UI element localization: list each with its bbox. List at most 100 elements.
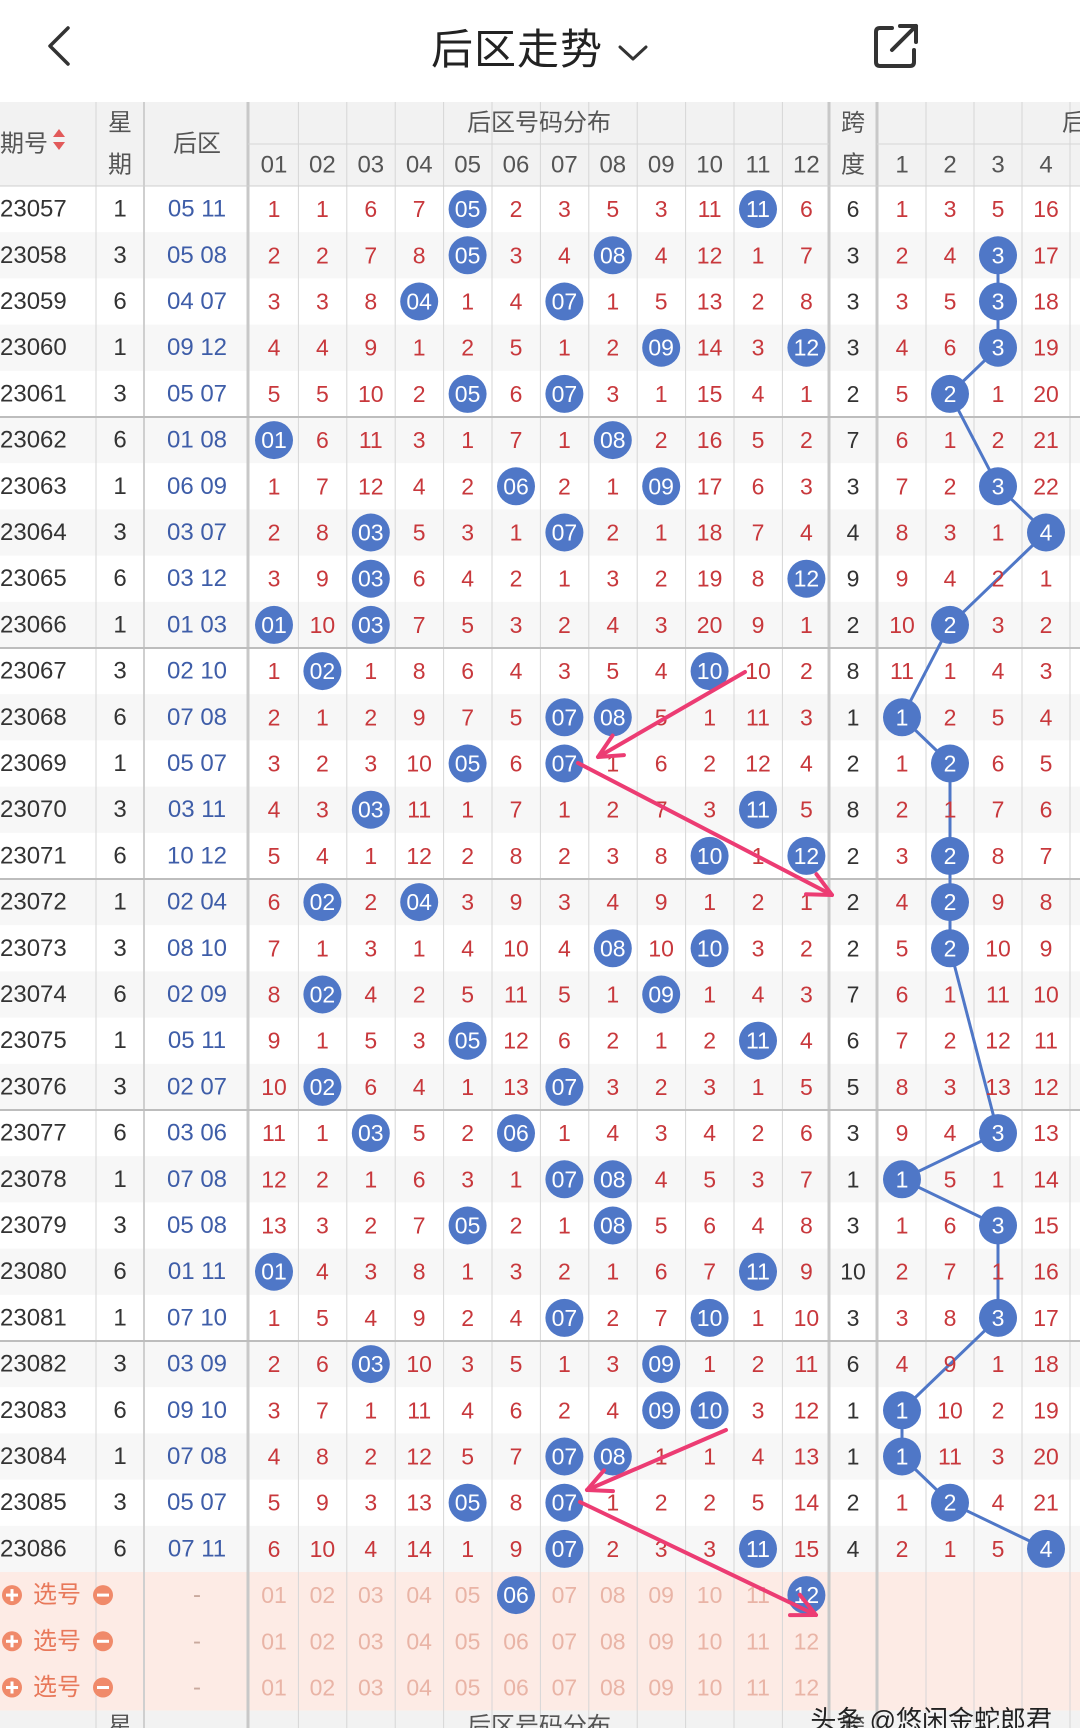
omission-count: 3 xyxy=(461,520,474,546)
drawn-number: 09 xyxy=(648,982,674,1008)
selectable-number[interactable]: 09 xyxy=(648,1582,674,1608)
selectable-number[interactable]: 02 xyxy=(310,1582,336,1608)
selectable-number[interactable]: 03 xyxy=(358,1628,384,1654)
omission-count: 10 xyxy=(406,751,432,777)
sort-up-icon[interactable] xyxy=(53,129,65,137)
omission-count: 4 xyxy=(752,1213,765,1239)
extra-ball xyxy=(931,1483,969,1522)
omission-count: 2 xyxy=(268,1351,281,1377)
omission-count: 4 xyxy=(316,843,329,869)
selectable-number[interactable]: 10 xyxy=(697,1628,723,1654)
selectable-number[interactable]: 01 xyxy=(261,1628,287,1654)
extra-value: 21 xyxy=(1033,1490,1059,1516)
back-area-cell: 02 07 xyxy=(167,1073,227,1100)
omission-count: 4 xyxy=(364,1305,377,1331)
drawn-number: 08 xyxy=(600,1213,626,1239)
omission-count: 6 xyxy=(364,196,377,222)
selectable-number[interactable]: 09 xyxy=(648,1675,674,1701)
drawn-number: 02 xyxy=(310,889,336,915)
selectable-number[interactable]: 07 xyxy=(552,1628,578,1654)
selectable-number[interactable]: 02 xyxy=(310,1675,336,1701)
back-area-cell: 01 03 xyxy=(167,611,227,638)
selectable-number[interactable]: 11 xyxy=(746,1675,770,1701)
drawn-number-ball xyxy=(351,559,390,598)
omission-count: 4 xyxy=(800,751,813,777)
selectable-number[interactable]: 01 xyxy=(261,1582,287,1608)
selectable-number[interactable]: 02 xyxy=(310,1628,336,1654)
drawn-number-ball xyxy=(448,1206,487,1245)
sort-down-icon[interactable] xyxy=(53,142,65,150)
drawn-number: 07 xyxy=(552,704,578,730)
omission-count: 4 xyxy=(364,1536,377,1562)
extra-value: 1 xyxy=(992,520,1005,546)
extra-value: 2 xyxy=(944,1490,957,1516)
omission-count: 1 xyxy=(558,427,571,453)
week-cell: 6 xyxy=(113,1258,126,1285)
drawn-number: 10 xyxy=(697,1397,723,1423)
span-cell: 7 xyxy=(847,982,860,1008)
drawn-number-ball xyxy=(690,929,729,968)
selectable-number[interactable]: 01 xyxy=(261,1675,287,1701)
drawn-number: 08 xyxy=(600,1444,626,1470)
selectable-number[interactable]: 07 xyxy=(552,1675,578,1701)
selectable-number[interactable]: 07 xyxy=(552,1582,578,1608)
selectable-number[interactable]: 04 xyxy=(406,1675,432,1701)
selectable-number[interactable]: 04 xyxy=(406,1628,432,1654)
drawn-number: 12 xyxy=(794,566,820,592)
drawn-number-ball xyxy=(739,1021,777,1060)
selectable-number[interactable]: 10 xyxy=(697,1582,723,1608)
drawn-number: 01 xyxy=(261,612,287,638)
selected-number-ball[interactable] xyxy=(497,1576,535,1615)
period-cell: 23067 xyxy=(0,658,67,685)
header-dist-col: 03 xyxy=(357,152,384,179)
omission-count: 2 xyxy=(510,196,523,222)
selectable-number[interactable]: 10 xyxy=(697,1675,723,1701)
selectable-number[interactable]: 08 xyxy=(600,1675,626,1701)
extra-value: 20 xyxy=(1033,1444,1059,1470)
page-title-dropdown[interactable]: 后区走势 xyxy=(0,16,1080,77)
omission-count: 3 xyxy=(268,289,281,315)
selectable-number[interactable]: 12 xyxy=(794,1675,820,1701)
back-area-cell: 07 08 xyxy=(167,704,227,731)
omission-count: 6 xyxy=(268,889,281,915)
selectable-number[interactable]: 05 xyxy=(455,1628,481,1654)
drawn-number-ball xyxy=(642,328,681,367)
selectable-number[interactable]: 11 xyxy=(746,1628,770,1654)
omission-count: 1 xyxy=(316,935,329,961)
header-extra-col: 4 xyxy=(1039,152,1052,179)
selected-number[interactable]: 06 xyxy=(503,1582,529,1608)
chevron-left-icon[interactable] xyxy=(40,22,80,70)
selectable-number[interactable]: 03 xyxy=(358,1582,384,1608)
omission-count: 5 xyxy=(800,797,813,823)
period-cell: 23081 xyxy=(0,1304,67,1331)
selectable-number[interactable]: 05 xyxy=(455,1582,481,1608)
span-cell: 6 xyxy=(847,1351,860,1377)
selectable-number[interactable]: 04 xyxy=(406,1582,432,1608)
selectable-number[interactable]: 05 xyxy=(455,1675,481,1701)
selectable-number[interactable]: 09 xyxy=(648,1628,674,1654)
drawn-number-ball xyxy=(593,1206,632,1245)
extra-value: 1 xyxy=(992,1351,1005,1377)
selectable-number[interactable]: 08 xyxy=(600,1582,626,1608)
annotation-arrow xyxy=(578,1500,818,1618)
back-area-cell: 09 12 xyxy=(167,334,227,361)
omission-count: 7 xyxy=(316,1397,329,1423)
selectable-number[interactable]: 06 xyxy=(503,1675,529,1701)
drawn-number-ball xyxy=(448,236,487,275)
week-cell: 6 xyxy=(113,288,126,315)
omission-count: 17 xyxy=(697,473,723,499)
drawn-number: 07 xyxy=(552,289,578,315)
omission-count: 8 xyxy=(800,289,813,315)
header-extra-col: 2 xyxy=(943,152,956,179)
drawn-number: 07 xyxy=(552,751,578,777)
header-extra-col: 3 xyxy=(991,152,1004,179)
header-dist-col: 08 xyxy=(599,152,626,179)
selectable-number[interactable]: 03 xyxy=(358,1675,384,1701)
back-area-cell: 03 12 xyxy=(167,565,227,592)
omission-count: 6 xyxy=(413,1166,426,1192)
header-dist-col: 02 xyxy=(309,152,336,179)
selectable-number[interactable]: 06 xyxy=(503,1628,529,1654)
selectable-number[interactable]: 12 xyxy=(794,1628,820,1654)
share-icon[interactable] xyxy=(870,20,922,72)
selectable-number[interactable]: 08 xyxy=(600,1628,626,1654)
